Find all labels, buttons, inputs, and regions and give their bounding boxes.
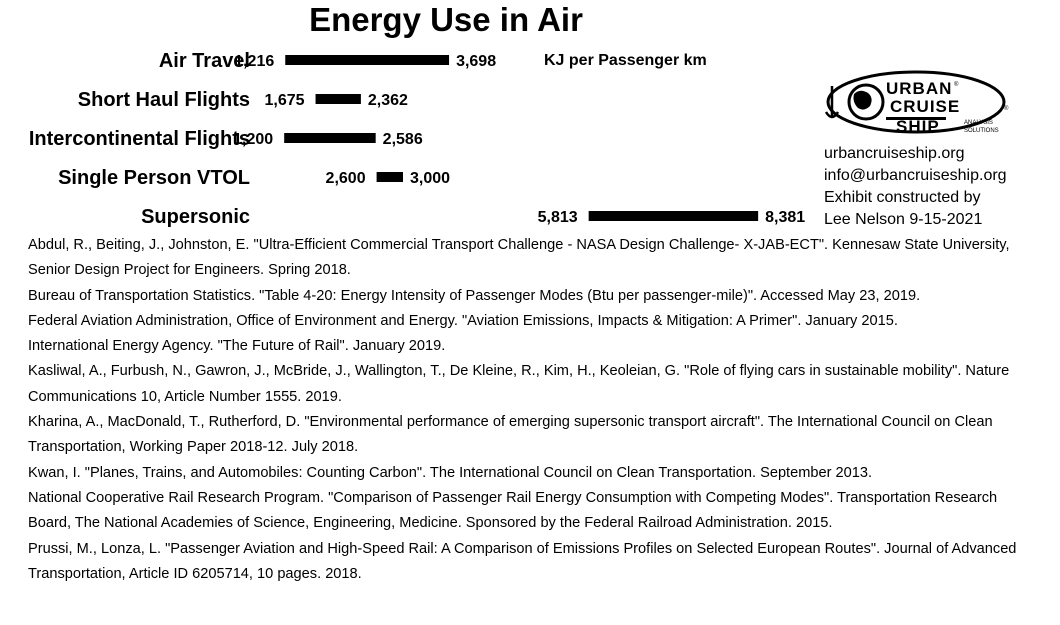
reference-item: Federal Aviation Administration, Office …	[28, 312, 898, 329]
anchor-icon	[824, 86, 840, 119]
reference-item: Prussi, M., Lonza, L. "Passenger Aviatio…	[28, 540, 1017, 582]
category-label: Intercontinental Flights	[29, 128, 250, 150]
reference-item: Abdul, R., Beiting, J., Johnston, E. "Ul…	[28, 237, 1010, 279]
high-value-label: 8,381	[765, 209, 805, 226]
logo-word-urban: URBAN	[886, 79, 952, 98]
reference-item: International Energy Agency. "The Future…	[28, 338, 446, 355]
category-label: Supersonic	[141, 206, 250, 228]
logo-ring	[826, 70, 1006, 134]
reference-item: Kharina, A., MacDonald, T., Rutherford, …	[28, 414, 993, 456]
range-bar	[588, 211, 759, 221]
reference-item: National Cooperative Rail Research Progr…	[28, 489, 998, 532]
high-value-label: 3,698	[456, 53, 496, 70]
low-value-label: 1,200	[233, 131, 273, 148]
logo-block: URBAN CRUISE SHIP ® ® ANALYSIS SOLUTIONS…	[824, 66, 1044, 231]
low-value-label: 1,216	[234, 53, 274, 70]
low-value-label: 1,675	[265, 92, 305, 109]
reference-item: Kwan, I. "Planes, Trains, and Automobile…	[28, 464, 873, 481]
globe-land-icon	[853, 90, 872, 110]
low-value-label: 5,813	[538, 209, 578, 226]
contact-email[interactable]: info@urbancruiseship.org	[824, 167, 1007, 184]
category-label: Single Person VTOL	[58, 167, 250, 189]
range-bar	[376, 172, 403, 182]
references-list: Abdul, R., Beiting, J., Johnston, E. "Ul…	[28, 233, 1040, 587]
range-bar	[284, 133, 376, 143]
urban-cruise-ship-logo: URBAN CRUISE SHIP ® ® ANALYSIS SOLUTIONS	[824, 70, 1009, 136]
chart-title: Energy Use in Air	[309, 1, 583, 38]
range-bar	[285, 55, 450, 65]
logo-word-cruise: CRUISE	[890, 97, 960, 116]
category-label: Air Travel	[159, 50, 250, 72]
contact-website[interactable]: urbancruiseship.org	[824, 145, 965, 162]
credit-line-2: Lee Nelson 9-15-2021	[824, 211, 983, 228]
reference-item: Kasliwal, A., Furbush, N., Gawron, J., M…	[28, 363, 1010, 405]
category-label: Short Haul Flights	[78, 89, 250, 111]
high-value-label: 2,586	[383, 131, 423, 148]
logo-word-ship: SHIP	[896, 117, 940, 136]
energy-chart: Energy Use in Air KJ per Passenger km Ai…	[29, 1, 805, 228]
high-value-label: 3,000	[410, 170, 450, 187]
low-value-label: 2,600	[326, 170, 366, 187]
logo-registered: ®	[954, 81, 959, 88]
high-value-label: 2,362	[368, 92, 408, 109]
range-bar	[315, 94, 361, 104]
unit-label: KJ per Passenger km	[544, 52, 707, 69]
logo-registered-2: ®	[1004, 105, 1009, 112]
credit-line-1: Exhibit constructed by	[824, 189, 981, 206]
logo-sub-analysis: ANALYSIS	[964, 120, 993, 126]
logo-sub-solutions: SOLUTIONS	[964, 128, 999, 134]
logo-bar	[886, 117, 946, 120]
reference-item: Bureau of Transportation Statistics. "Ta…	[28, 287, 921, 304]
